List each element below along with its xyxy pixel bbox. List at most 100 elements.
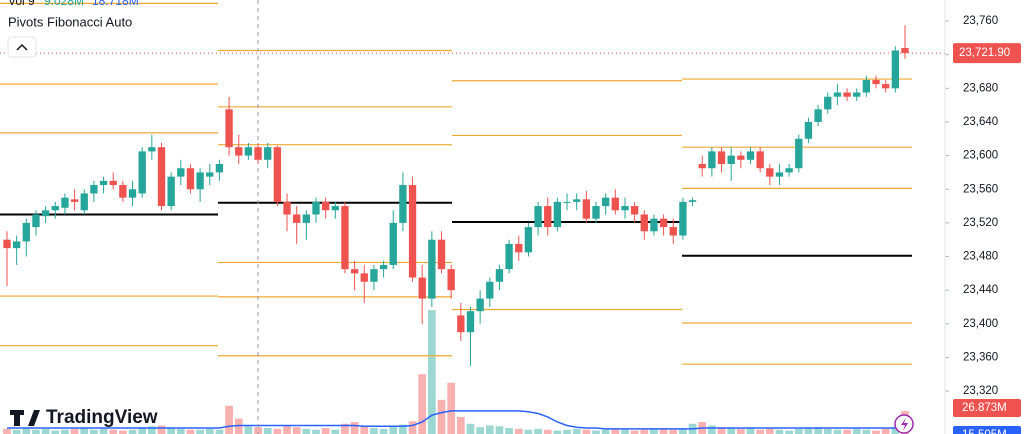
volume-bar [437,399,446,434]
alert-glyph [901,418,908,431]
candle-body [804,121,813,139]
volume-bar [447,382,456,434]
candle-body [814,109,822,122]
candle-body [882,84,890,89]
candle-body [321,201,330,211]
brand: TradingView [46,407,158,428]
volume-bar [669,429,678,434]
candle-body [756,151,764,169]
candle-body [534,206,542,228]
volume-bar [341,423,349,434]
volume-bar [157,425,166,434]
volume-bar [370,428,378,434]
volume-bar [234,418,243,434]
volume-bar [765,428,774,434]
volume-bar [399,424,407,434]
volume-bar [659,428,668,434]
last-price-label: 23,721.90 [959,47,1010,59]
candle-body [244,147,253,156]
volume-bar [582,429,591,434]
candle-body [99,180,108,186]
candle-body [524,227,533,253]
candle-body [766,168,774,177]
volume-legend: 18.718M [92,0,139,8]
volume-bar [862,429,871,434]
candle-body [90,185,98,194]
volume-bar [814,427,822,434]
volume-bar [196,429,204,434]
y-tick-label: 23,360 [963,351,998,363]
volume-bar [746,428,755,434]
volume-bar [225,405,233,434]
candle-body [109,180,117,186]
volume-bar [823,428,832,434]
volume-bar [51,430,60,434]
volume-bar [70,428,79,434]
collapse-button[interactable] [7,36,37,58]
volume-bar [476,427,485,434]
volume-bar [263,428,272,434]
candle-body [399,185,407,223]
candle-body [872,79,880,85]
volume-bar [379,428,388,434]
candle-body [206,172,214,177]
pivot-layer [0,2,912,365]
candle-body [746,151,755,160]
candle-body [128,189,137,198]
candle-body [775,172,784,177]
candle-body [177,168,185,177]
candle-body [824,96,832,110]
candle-body [350,269,359,274]
candle-body [495,269,504,282]
y-tick-label: 23,640 [963,116,998,128]
y-tick-label: 23,560 [963,183,998,195]
candle-body [437,239,446,270]
volume-bar [640,429,649,434]
indicator-name: Pivots Fibonacci Auto [8,14,132,29]
volume-bar [119,430,127,434]
volume-bar [756,429,765,434]
volume-bar [90,429,98,434]
candle-body [737,155,745,160]
candle-body [225,109,233,148]
candle-body [389,222,397,265]
candle-body [119,185,127,198]
candle-body [611,197,619,211]
candle-body [563,201,571,203]
y-tick-label: 23,760 [963,15,998,27]
candle-body [80,193,88,211]
volume-bar [891,427,900,434]
volume-bar [176,428,185,434]
volume-bar [109,429,118,434]
volume-bar [12,429,21,434]
y-tick-label: 23,480 [963,251,998,263]
last-price-box [953,43,1021,64]
candle-layer [3,25,909,366]
volume-bar [273,428,282,434]
volume-bar [852,428,861,434]
volume-bar [601,429,610,434]
volume-bar [244,426,253,434]
candle-body [51,206,59,211]
volume-bar [630,430,639,434]
y-tick-label: 23,600 [963,150,998,162]
candle-body [254,147,262,160]
candle-body [157,147,166,207]
volume-bar [22,428,31,434]
candle-body [70,199,79,202]
volume-bar [543,429,552,434]
candle-body [717,151,726,165]
candle-body [331,206,339,211]
volume-bar [408,421,417,434]
candle-body [186,168,195,190]
candle-body [727,155,735,165]
candle-body [302,214,311,223]
volume-bar [485,425,494,434]
volume-bar [717,427,726,434]
candle-body [708,151,716,169]
candle-body [235,147,243,156]
candle-body [843,92,851,97]
volume-bar [360,426,369,434]
candle-body [901,47,909,54]
